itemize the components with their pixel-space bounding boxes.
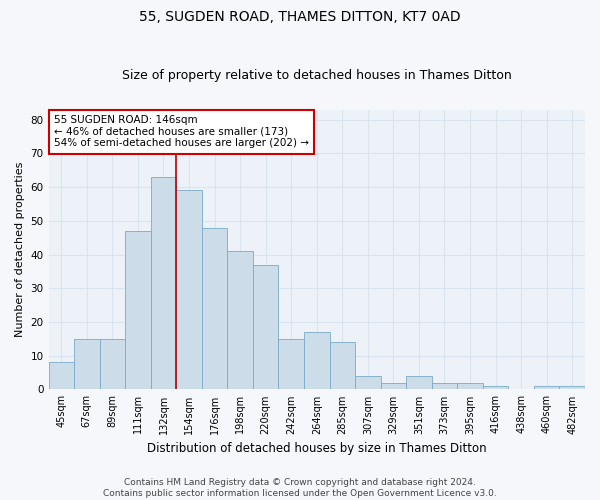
Y-axis label: Number of detached properties: Number of detached properties [15,162,25,337]
Text: Contains HM Land Registry data © Crown copyright and database right 2024.
Contai: Contains HM Land Registry data © Crown c… [103,478,497,498]
Bar [483,386,508,390]
Bar [202,228,227,390]
Bar [74,339,100,390]
Bar [559,386,585,390]
Bar [227,251,253,390]
Bar [432,382,457,390]
Bar [253,264,278,390]
Bar [176,190,202,390]
Bar [304,332,329,390]
Bar [49,362,74,390]
Bar [355,376,380,390]
Title: Size of property relative to detached houses in Thames Ditton: Size of property relative to detached ho… [122,69,512,82]
Bar [125,231,151,390]
Text: 55 SUGDEN ROAD: 146sqm
← 46% of detached houses are smaller (173)
54% of semi-de: 55 SUGDEN ROAD: 146sqm ← 46% of detached… [54,115,309,148]
Bar [151,177,176,390]
X-axis label: Distribution of detached houses by size in Thames Ditton: Distribution of detached houses by size … [147,442,487,455]
Bar [534,386,559,390]
Bar [457,382,483,390]
Bar [100,339,125,390]
Bar [329,342,355,390]
Bar [380,382,406,390]
Bar [278,339,304,390]
Bar [406,376,432,390]
Text: 55, SUGDEN ROAD, THAMES DITTON, KT7 0AD: 55, SUGDEN ROAD, THAMES DITTON, KT7 0AD [139,10,461,24]
